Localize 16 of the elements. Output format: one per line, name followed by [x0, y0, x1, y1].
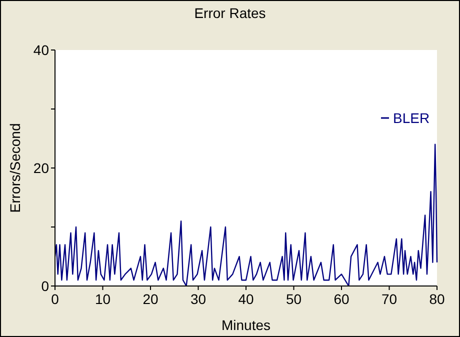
- y-tick-label: 40: [33, 42, 50, 58]
- x-tick-label: 10: [94, 291, 111, 307]
- x-tick-label: 20: [142, 291, 158, 307]
- y-tick-label: 20: [33, 160, 50, 176]
- x-tick-label: 70: [381, 291, 398, 307]
- x-tick-label: 30: [190, 291, 206, 307]
- x-tick-label: 0: [51, 291, 60, 307]
- x-tick-label: 60: [334, 291, 350, 307]
- x-tick-label: 40: [238, 291, 254, 307]
- x-tick-label: 80: [429, 291, 445, 307]
- y-axis-title: Errors/Second: [7, 123, 23, 213]
- y-tick-label: 0: [41, 278, 50, 294]
- chart-title: Error Rates: [194, 5, 266, 21]
- x-axis-title: Minutes: [221, 317, 271, 333]
- legend-label: BLER: [393, 110, 430, 126]
- x-tick-label: 50: [286, 291, 302, 307]
